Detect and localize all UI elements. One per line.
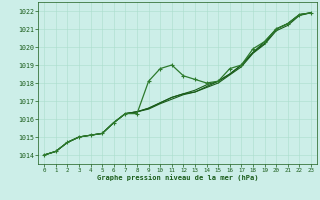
X-axis label: Graphe pression niveau de la mer (hPa): Graphe pression niveau de la mer (hPa) [97, 175, 258, 181]
